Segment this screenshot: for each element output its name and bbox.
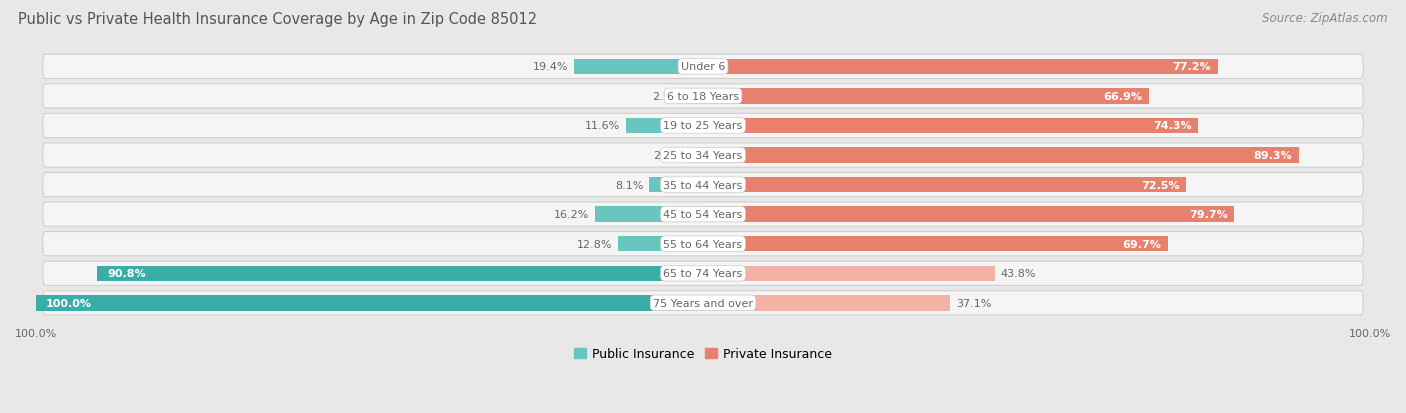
Text: Under 6: Under 6 xyxy=(681,62,725,72)
Bar xyxy=(686,89,703,104)
Text: 11.6%: 11.6% xyxy=(585,121,620,131)
Bar xyxy=(703,148,1299,163)
FancyBboxPatch shape xyxy=(42,291,1364,315)
FancyBboxPatch shape xyxy=(42,173,1364,197)
Text: Source: ZipAtlas.com: Source: ZipAtlas.com xyxy=(1263,12,1388,25)
Bar xyxy=(650,178,703,193)
Text: 74.3%: 74.3% xyxy=(1153,121,1192,131)
Bar xyxy=(703,178,1187,193)
Bar xyxy=(595,207,703,222)
Text: 2.5%: 2.5% xyxy=(652,92,681,102)
Text: 75 Years and over: 75 Years and over xyxy=(652,298,754,308)
Text: 79.7%: 79.7% xyxy=(1189,210,1227,220)
Text: 6 to 18 Years: 6 to 18 Years xyxy=(666,92,740,102)
Bar xyxy=(688,148,703,163)
Text: 16.2%: 16.2% xyxy=(554,210,589,220)
Text: 65 to 74 Years: 65 to 74 Years xyxy=(664,268,742,279)
Text: 45 to 54 Years: 45 to 54 Years xyxy=(664,210,742,220)
FancyBboxPatch shape xyxy=(42,261,1364,286)
Text: 19 to 25 Years: 19 to 25 Years xyxy=(664,121,742,131)
Text: 12.8%: 12.8% xyxy=(576,239,612,249)
Text: 89.3%: 89.3% xyxy=(1253,151,1292,161)
FancyBboxPatch shape xyxy=(42,85,1364,109)
Bar xyxy=(617,236,703,252)
Text: 25 to 34 Years: 25 to 34 Years xyxy=(664,151,742,161)
Text: 8.1%: 8.1% xyxy=(616,180,644,190)
Text: 66.9%: 66.9% xyxy=(1104,92,1143,102)
Bar xyxy=(703,89,1149,104)
FancyBboxPatch shape xyxy=(42,114,1364,138)
Text: 37.1%: 37.1% xyxy=(956,298,991,308)
FancyBboxPatch shape xyxy=(42,144,1364,168)
Text: 2.4%: 2.4% xyxy=(654,151,682,161)
FancyBboxPatch shape xyxy=(42,202,1364,227)
Text: 19.4%: 19.4% xyxy=(533,62,568,72)
Bar xyxy=(703,236,1168,252)
Bar xyxy=(703,59,1218,75)
Bar xyxy=(626,119,703,134)
Text: 43.8%: 43.8% xyxy=(1001,268,1036,279)
FancyBboxPatch shape xyxy=(42,55,1364,79)
Bar xyxy=(97,266,703,281)
Text: 90.8%: 90.8% xyxy=(107,268,146,279)
Text: 100.0%: 100.0% xyxy=(46,298,93,308)
Bar xyxy=(574,59,703,75)
FancyBboxPatch shape xyxy=(42,232,1364,256)
Bar xyxy=(703,266,995,281)
Text: Public vs Private Health Insurance Coverage by Age in Zip Code 85012: Public vs Private Health Insurance Cover… xyxy=(18,12,537,27)
Bar xyxy=(703,295,950,311)
Text: 55 to 64 Years: 55 to 64 Years xyxy=(664,239,742,249)
Text: 35 to 44 Years: 35 to 44 Years xyxy=(664,180,742,190)
Legend: Public Insurance, Private Insurance: Public Insurance, Private Insurance xyxy=(568,342,838,366)
Bar xyxy=(37,295,703,311)
Text: 77.2%: 77.2% xyxy=(1173,62,1211,72)
Bar xyxy=(703,119,1198,134)
Bar xyxy=(703,207,1234,222)
Text: 69.7%: 69.7% xyxy=(1122,239,1161,249)
Text: 72.5%: 72.5% xyxy=(1142,180,1180,190)
